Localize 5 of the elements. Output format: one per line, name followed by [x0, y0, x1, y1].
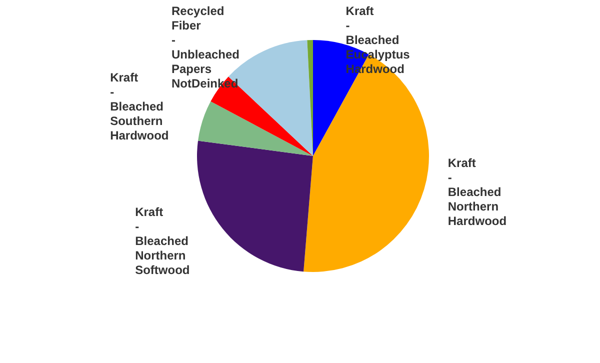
- pie-slice: [198, 101, 313, 156]
- slice-label: Kraft - Bleached Southern Hardwood: [110, 70, 169, 143]
- slice-label: Kraft - Bleached Northern Hardwood: [448, 156, 507, 228]
- pie-slice: [197, 140, 313, 272]
- slice-label: Kraft - Bleached Northern Softwood: [135, 205, 190, 278]
